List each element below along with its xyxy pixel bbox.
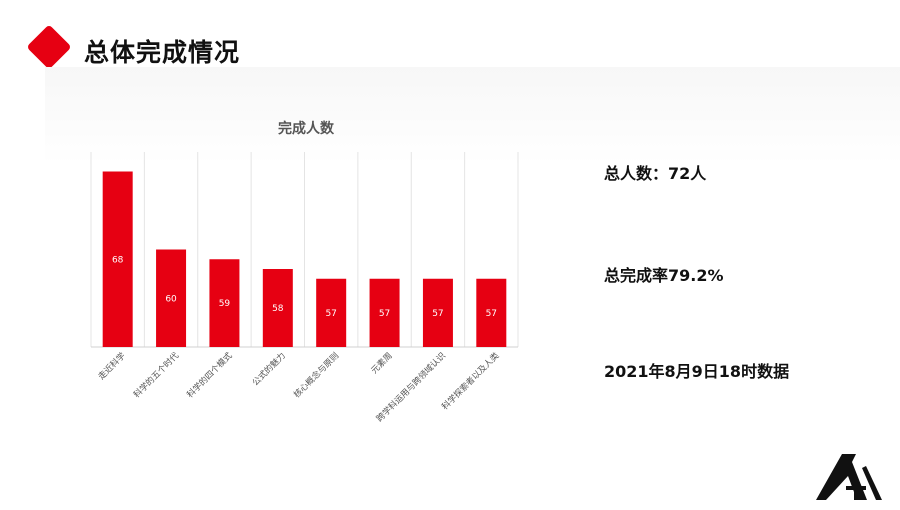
chart-title: 完成人数: [278, 120, 335, 137]
chart-panel: [45, 67, 900, 510]
bar: [209, 259, 240, 347]
bar: [369, 278, 400, 347]
brand-logo-icon: [816, 454, 882, 500]
x-tick-label: 核心概念与原则: [291, 350, 341, 400]
page-title: 总体完成情况: [84, 38, 241, 67]
bar-value-label: 57: [325, 309, 336, 319]
x-tick-label: 科学探索者以及人类: [440, 350, 502, 412]
bar-value-label: 57: [379, 309, 390, 319]
x-tick-label: 元素周: [369, 350, 395, 376]
x-tick-label: 科学的四个模式: [185, 350, 235, 400]
bar: [156, 249, 187, 347]
bar: [262, 269, 293, 347]
total-count-text: 总人数：72人: [604, 164, 707, 183]
x-tick-label: 走近科学: [96, 350, 128, 382]
bar: [316, 278, 347, 347]
x-tick-label: 科学的五个时代: [131, 350, 181, 400]
bar: [476, 278, 507, 347]
x-tick-label: 公式的魅力: [250, 350, 288, 388]
bar-value-label: 59: [219, 299, 231, 309]
bar-value-label: 57: [432, 309, 443, 319]
bar: [102, 171, 133, 347]
bar-value-label: 57: [486, 309, 497, 319]
data-date-text: 2021年8月9日18时数据: [604, 362, 790, 381]
completion-rate-text: 总完成率79.2%: [604, 266, 724, 285]
bar: [422, 278, 453, 347]
bar-value-label: 58: [272, 304, 284, 314]
bar-value-label: 60: [165, 294, 177, 304]
bar-value-label: 68: [112, 255, 124, 265]
